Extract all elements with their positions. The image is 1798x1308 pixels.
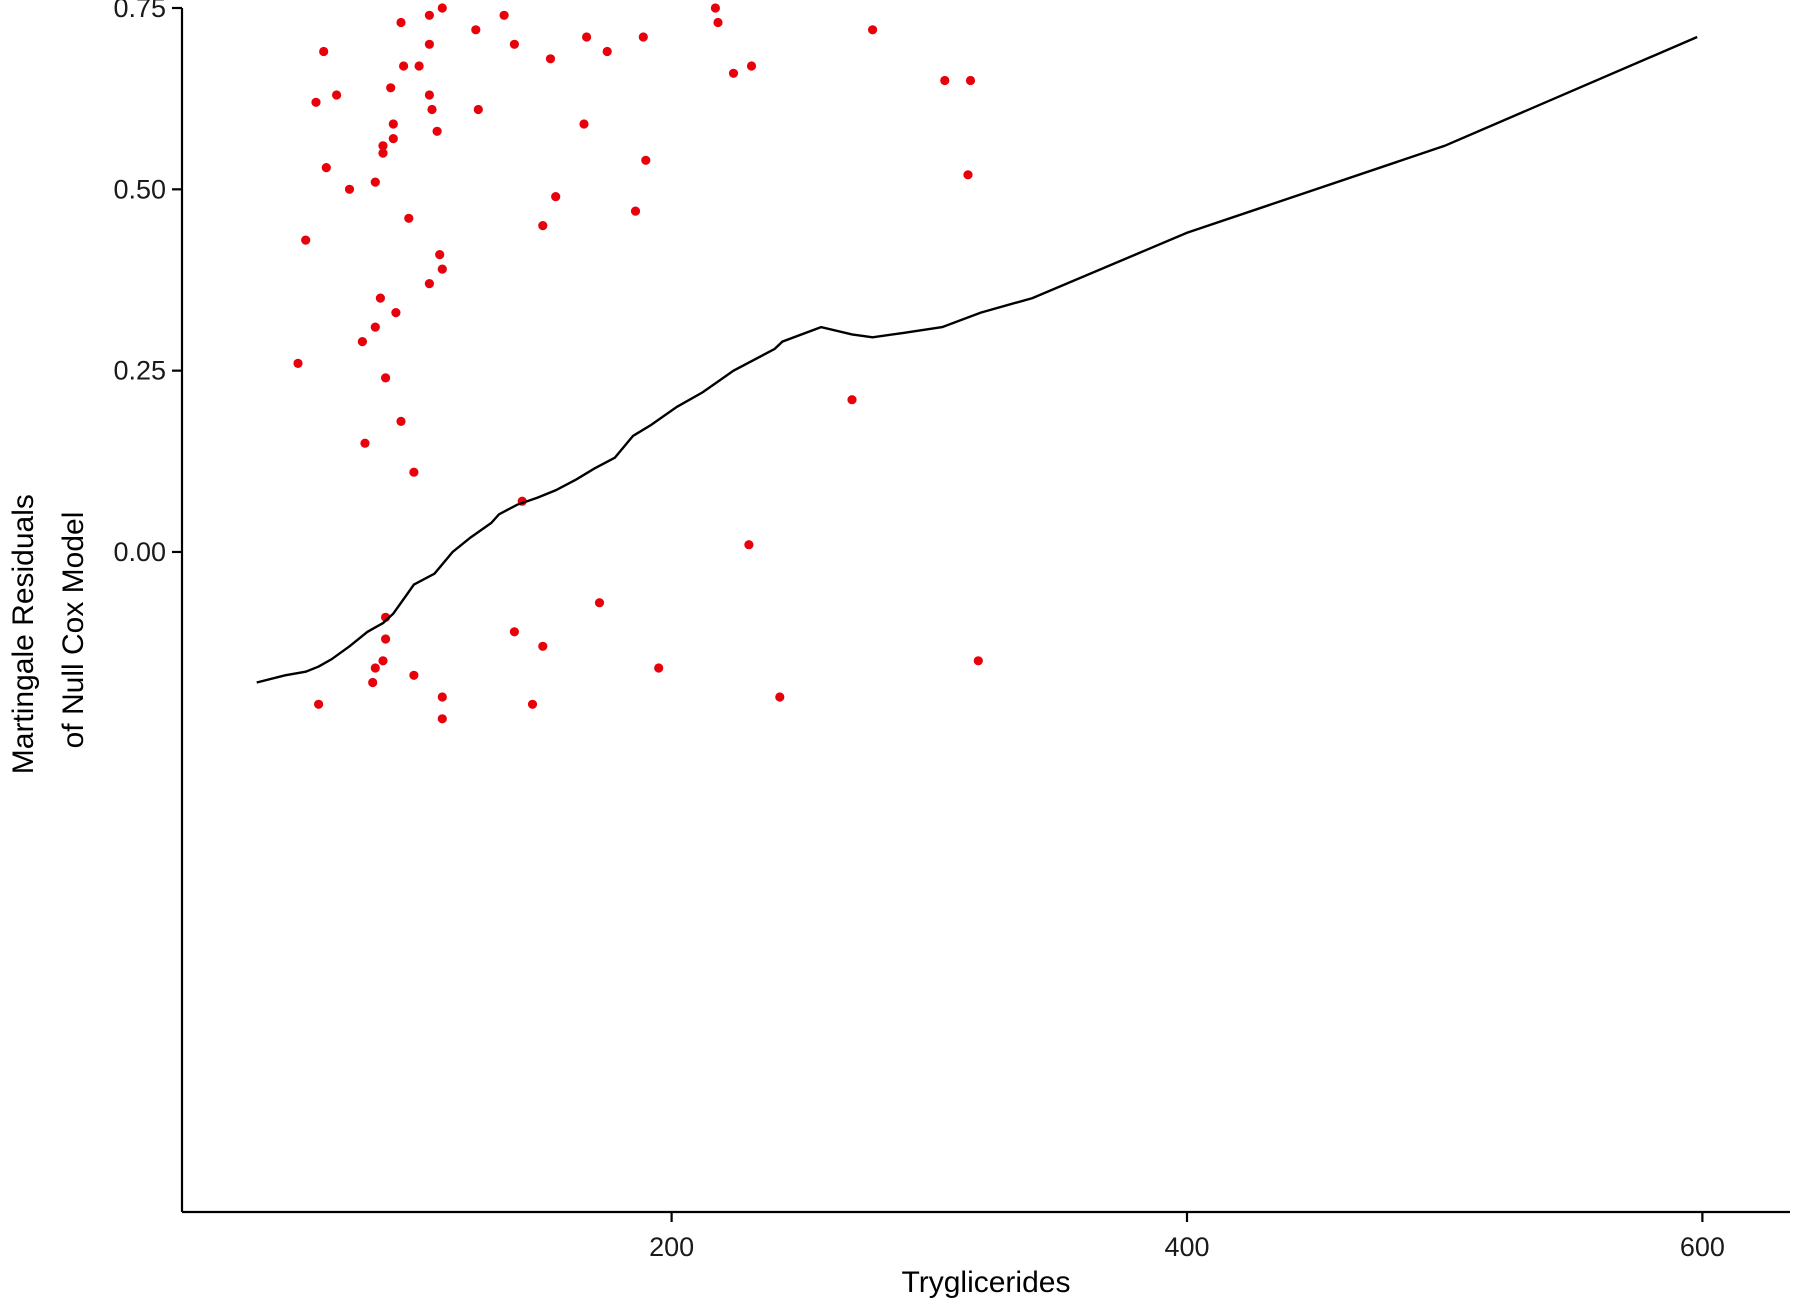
data-point-12	[378, 141, 388, 151]
data-point-41	[551, 192, 561, 202]
data-point-4	[321, 163, 331, 173]
y-tick-label-1: 0.25	[113, 356, 166, 386]
data-point-70	[594, 598, 605, 608]
axes: 200 400 600 0.00 0.25 0.50 0.75	[113, 0, 1790, 1262]
data-point-36	[499, 10, 509, 20]
x-axis-title: Tryglicerides	[902, 1266, 1071, 1299]
data-point-34	[471, 25, 481, 35]
y-axis-title-line-2: of Null Cox Model	[57, 512, 90, 749]
data-point-16	[388, 119, 398, 129]
data-point-23	[409, 467, 419, 477]
points-layer	[293, 3, 983, 724]
y-tick-label-3: 0.75	[113, 0, 166, 23]
data-point-59	[381, 634, 391, 644]
data-point-40	[545, 54, 556, 64]
x-tick-label-1: 400	[1164, 1232, 1209, 1262]
data-point-44	[602, 46, 612, 57]
data-point-65	[437, 714, 447, 724]
data-point-35	[473, 104, 483, 115]
data-point-14	[381, 373, 391, 383]
y-axis-title-line-1: Martingale Residuals	[7, 494, 40, 774]
data-point-68	[538, 641, 548, 651]
data-point-37	[509, 39, 519, 49]
data-point-64	[437, 692, 447, 702]
data-point-2	[311, 97, 321, 107]
data-point-9	[370, 177, 380, 187]
data-point-30	[432, 126, 442, 136]
data-point-21	[399, 61, 409, 71]
data-point-49	[713, 17, 723, 28]
data-point-50	[728, 68, 739, 78]
data-point-28	[424, 279, 434, 289]
data-point-63	[409, 670, 419, 680]
data-point-57	[965, 75, 976, 86]
x-tick-label-0: 200	[649, 1232, 694, 1262]
smooth-trend-line	[256, 35, 1698, 684]
data-point-42	[579, 119, 589, 129]
data-point-29	[427, 104, 437, 115]
y-tick-label-0: 0.00	[113, 537, 166, 567]
data-point-7	[357, 337, 367, 347]
data-point-67	[509, 627, 519, 637]
data-point-71	[654, 663, 664, 673]
data-point-51	[744, 540, 754, 550]
data-point-31	[435, 250, 445, 260]
y-axis-title: Martingale Residuals of Null Cox Model	[7, 486, 90, 774]
data-point-11	[375, 293, 385, 303]
y-ticks: 0.00 0.25 0.50 0.75	[113, 0, 182, 567]
x-tick-label-2: 600	[1680, 1232, 1725, 1262]
data-point-55	[940, 75, 950, 86]
data-point-3	[319, 46, 329, 57]
data-point-10	[370, 322, 380, 332]
data-point-6	[344, 184, 355, 194]
data-point-25	[424, 10, 434, 20]
data-point-47	[641, 155, 651, 165]
data-point-17	[388, 134, 398, 144]
data-point-8	[360, 438, 370, 448]
data-point-45	[630, 206, 641, 216]
data-point-46	[638, 32, 648, 42]
data-point-24	[414, 61, 424, 71]
data-point-43	[582, 32, 592, 42]
data-point-15	[386, 83, 396, 93]
data-point-39	[538, 221, 548, 231]
data-point-72	[775, 692, 785, 702]
data-point-13	[378, 148, 388, 158]
data-point-26	[424, 39, 434, 49]
data-point-54	[868, 25, 878, 35]
data-point-52	[746, 61, 757, 71]
data-point-53	[847, 395, 857, 405]
data-point-20	[396, 17, 406, 28]
data-point-61	[370, 663, 380, 673]
data-point-18	[391, 308, 401, 318]
data-point-5	[332, 90, 342, 100]
data-point-66	[314, 699, 324, 709]
data-point-33	[437, 3, 447, 13]
data-point-69	[527, 699, 538, 709]
data-point-27	[424, 90, 434, 100]
x-ticks: 200 400 600	[649, 1212, 1725, 1262]
data-point-62	[368, 677, 378, 688]
data-point-32	[437, 264, 447, 274]
y-tick-label-2: 0.50	[113, 174, 166, 204]
data-point-56	[963, 170, 973, 180]
data-point-0	[293, 358, 303, 368]
data-point-73	[973, 656, 983, 666]
data-point-60	[378, 656, 388, 666]
data-point-48	[710, 3, 721, 13]
data-point-1	[301, 235, 311, 245]
data-point-22	[404, 213, 414, 223]
data-point-19	[396, 416, 406, 426]
